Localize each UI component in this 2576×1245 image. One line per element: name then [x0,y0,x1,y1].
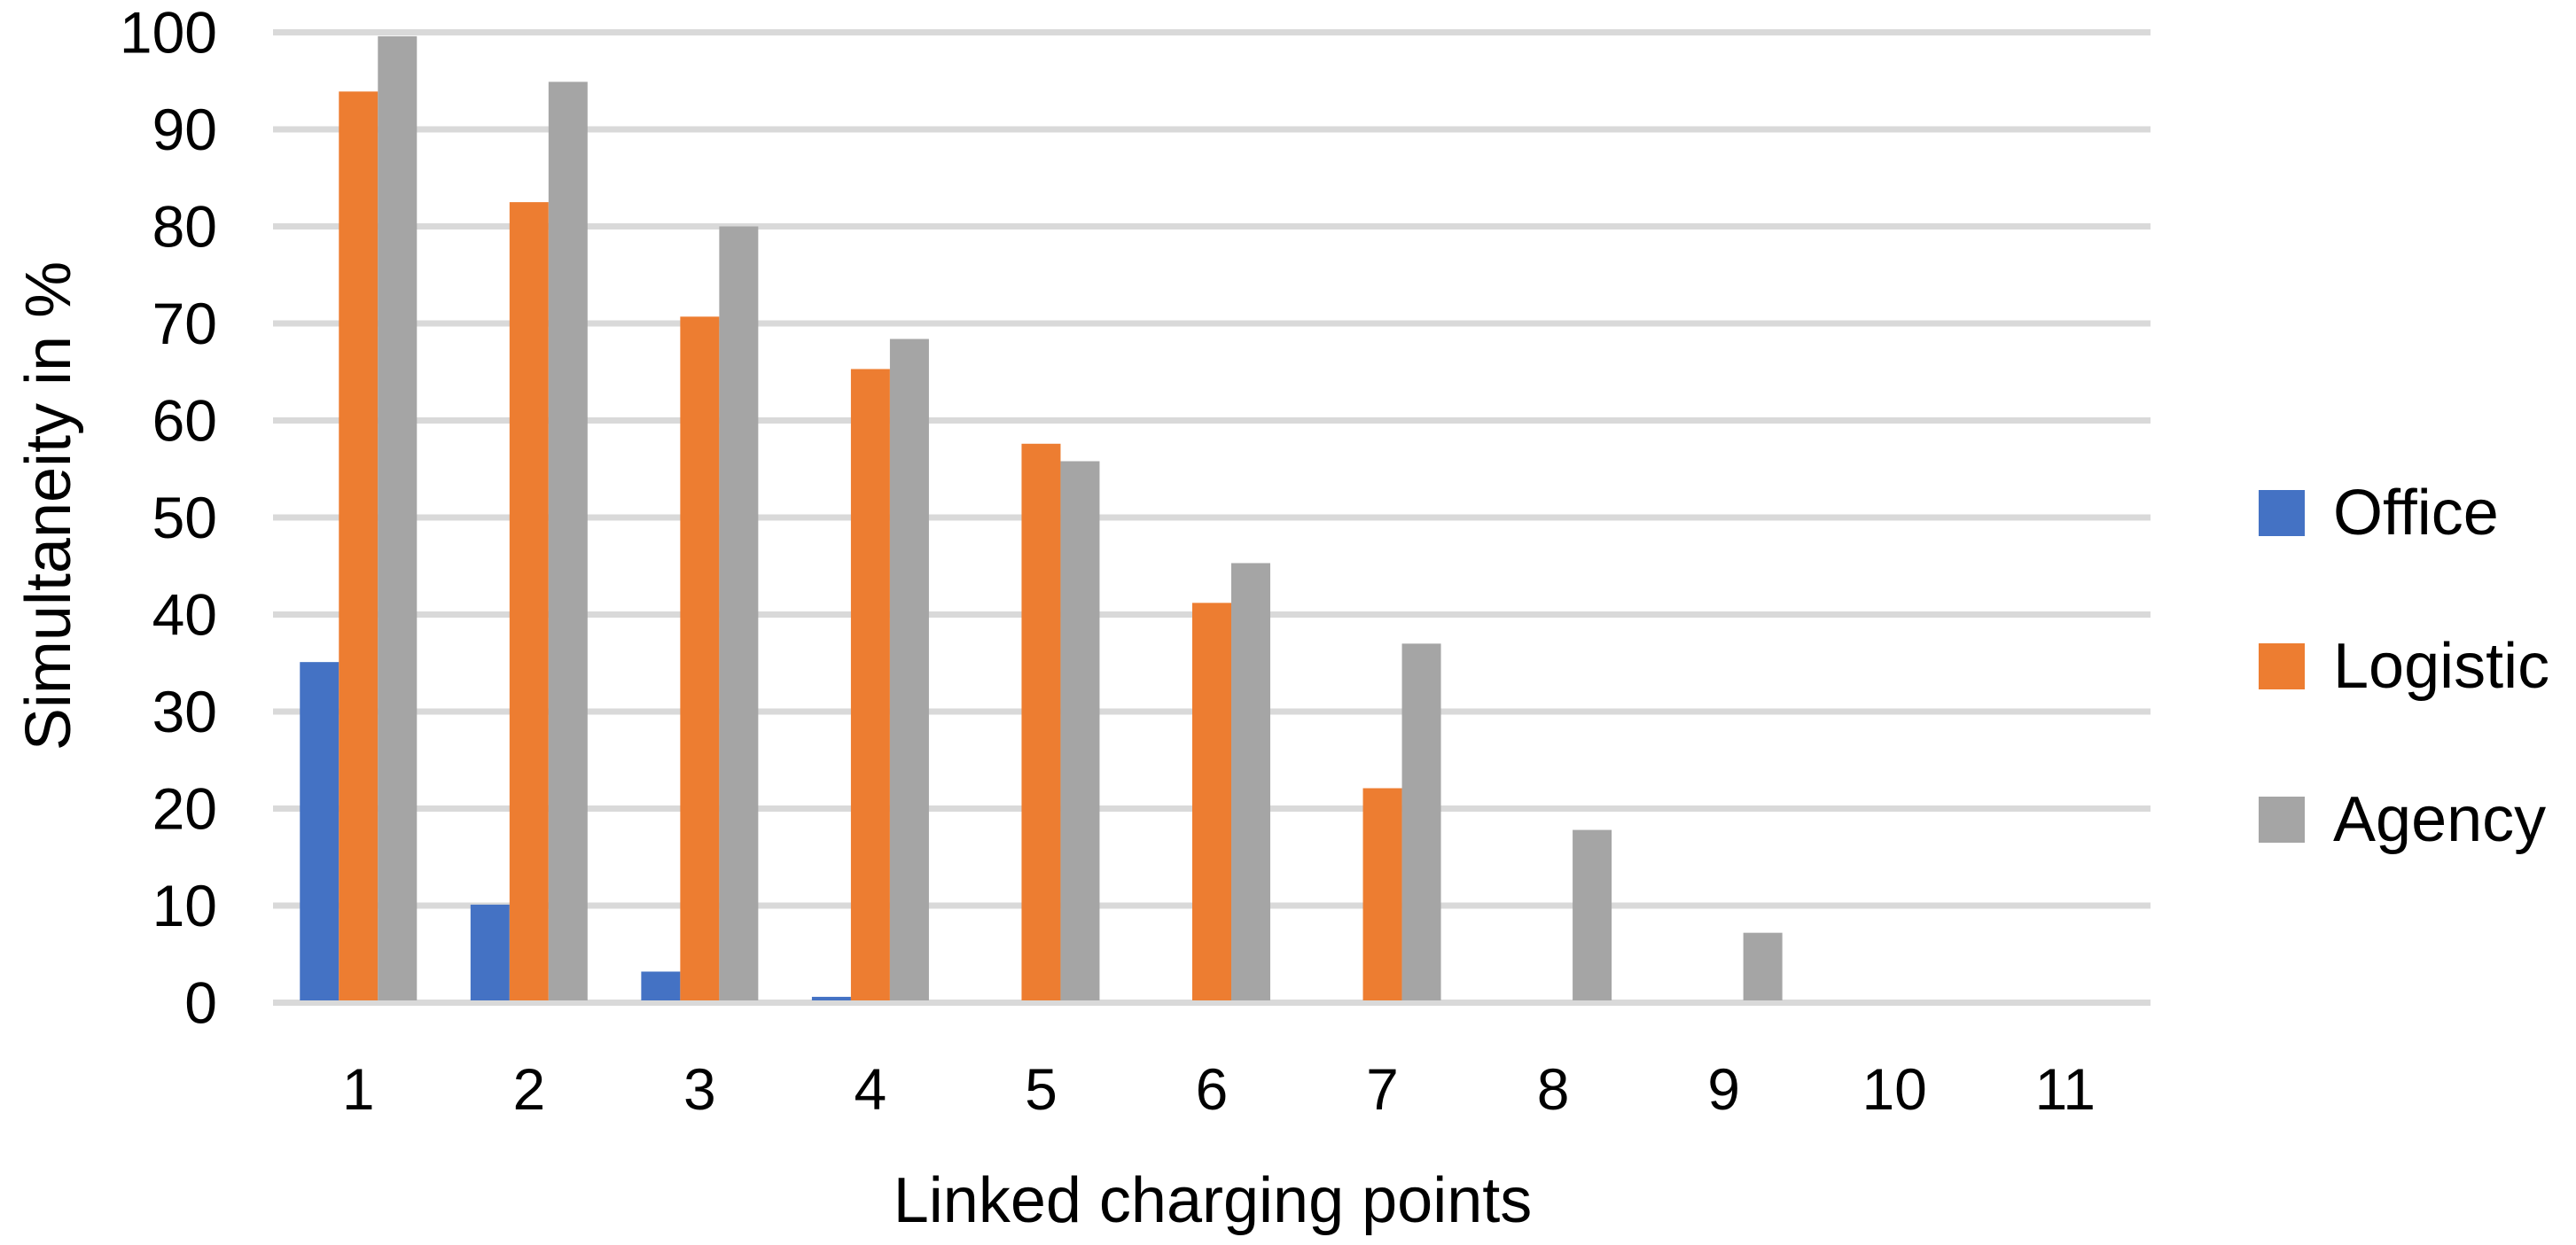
x-axis-title: Linked charging points [893,1165,1533,1236]
bar-logistic-2 [509,202,549,1000]
legend-item-agency: Agency [2259,788,2549,852]
x-tick-label-5: 5 [1025,1056,1058,1122]
x-tick-label-10: 10 [1862,1056,1926,1122]
bar-agency-3 [719,226,759,1000]
legend-swatch-office [2259,490,2305,536]
x-tick-label-9: 9 [1707,1056,1740,1122]
y-tick-label-0: 0 [184,970,217,1036]
legend: Office Logistic Agency [2259,481,2549,852]
y-axis-title: Simultaneity in % [13,261,84,751]
y-tick-label-80: 80 [152,194,217,260]
bar-logistic-6 [1192,603,1231,1000]
x-tick-label-1: 1 [342,1056,375,1122]
bar-agency-6 [1231,563,1270,1000]
x-tick-label-11: 11 [2034,1056,2096,1122]
bar-agency-4 [889,338,929,1000]
bar-agency-2 [548,82,588,1001]
legend-label-office: Office [2333,478,2499,549]
bar-agency-7 [1401,643,1441,1000]
bar-agency-8 [1573,829,1612,1000]
y-tick-label-50: 50 [152,485,217,550]
bar-logistic-7 [1362,788,1402,1000]
y-tick-label-20: 20 [152,776,217,842]
y-tick-label-10: 10 [152,873,217,938]
x-tick-label-2: 2 [512,1056,545,1122]
legend-item-office: Office [2259,481,2549,545]
bar-logistic-4 [850,369,890,1001]
bar-office-4 [811,996,851,1000]
bar-agency-9 [1743,932,1783,1000]
x-tick-label-6: 6 [1196,1056,1229,1122]
legend-label-agency: Agency [2333,784,2547,855]
y-tick-label-70: 70 [152,291,217,356]
legend-label-logistic: Logistic [2333,631,2550,702]
legend-item-logistic: Logistic [2259,634,2549,698]
bar-office-3 [641,971,681,1000]
y-tick-label-100: 100 [120,0,217,66]
x-tick-label-7: 7 [1366,1056,1399,1122]
bar-agency-1 [378,35,418,1000]
bar-agency-5 [1060,461,1100,1000]
bar-logistic-1 [339,91,379,1000]
x-tick-label-4: 4 [855,1056,887,1122]
bar-logistic-5 [1021,443,1061,1000]
y-tick-label-60: 60 [152,388,217,454]
legend-swatch-agency [2259,797,2305,843]
bar-office-2 [470,904,510,1000]
bar-logistic-3 [680,316,720,1001]
y-tick-label-40: 40 [152,582,217,648]
x-tick-label-8: 8 [1537,1056,1570,1122]
y-tick-label-90: 90 [152,97,217,162]
y-tick-label-30: 30 [152,679,217,744]
x-tick-label-3: 3 [683,1056,716,1122]
bar-office-1 [300,662,340,1000]
legend-swatch-logistic [2259,643,2305,689]
